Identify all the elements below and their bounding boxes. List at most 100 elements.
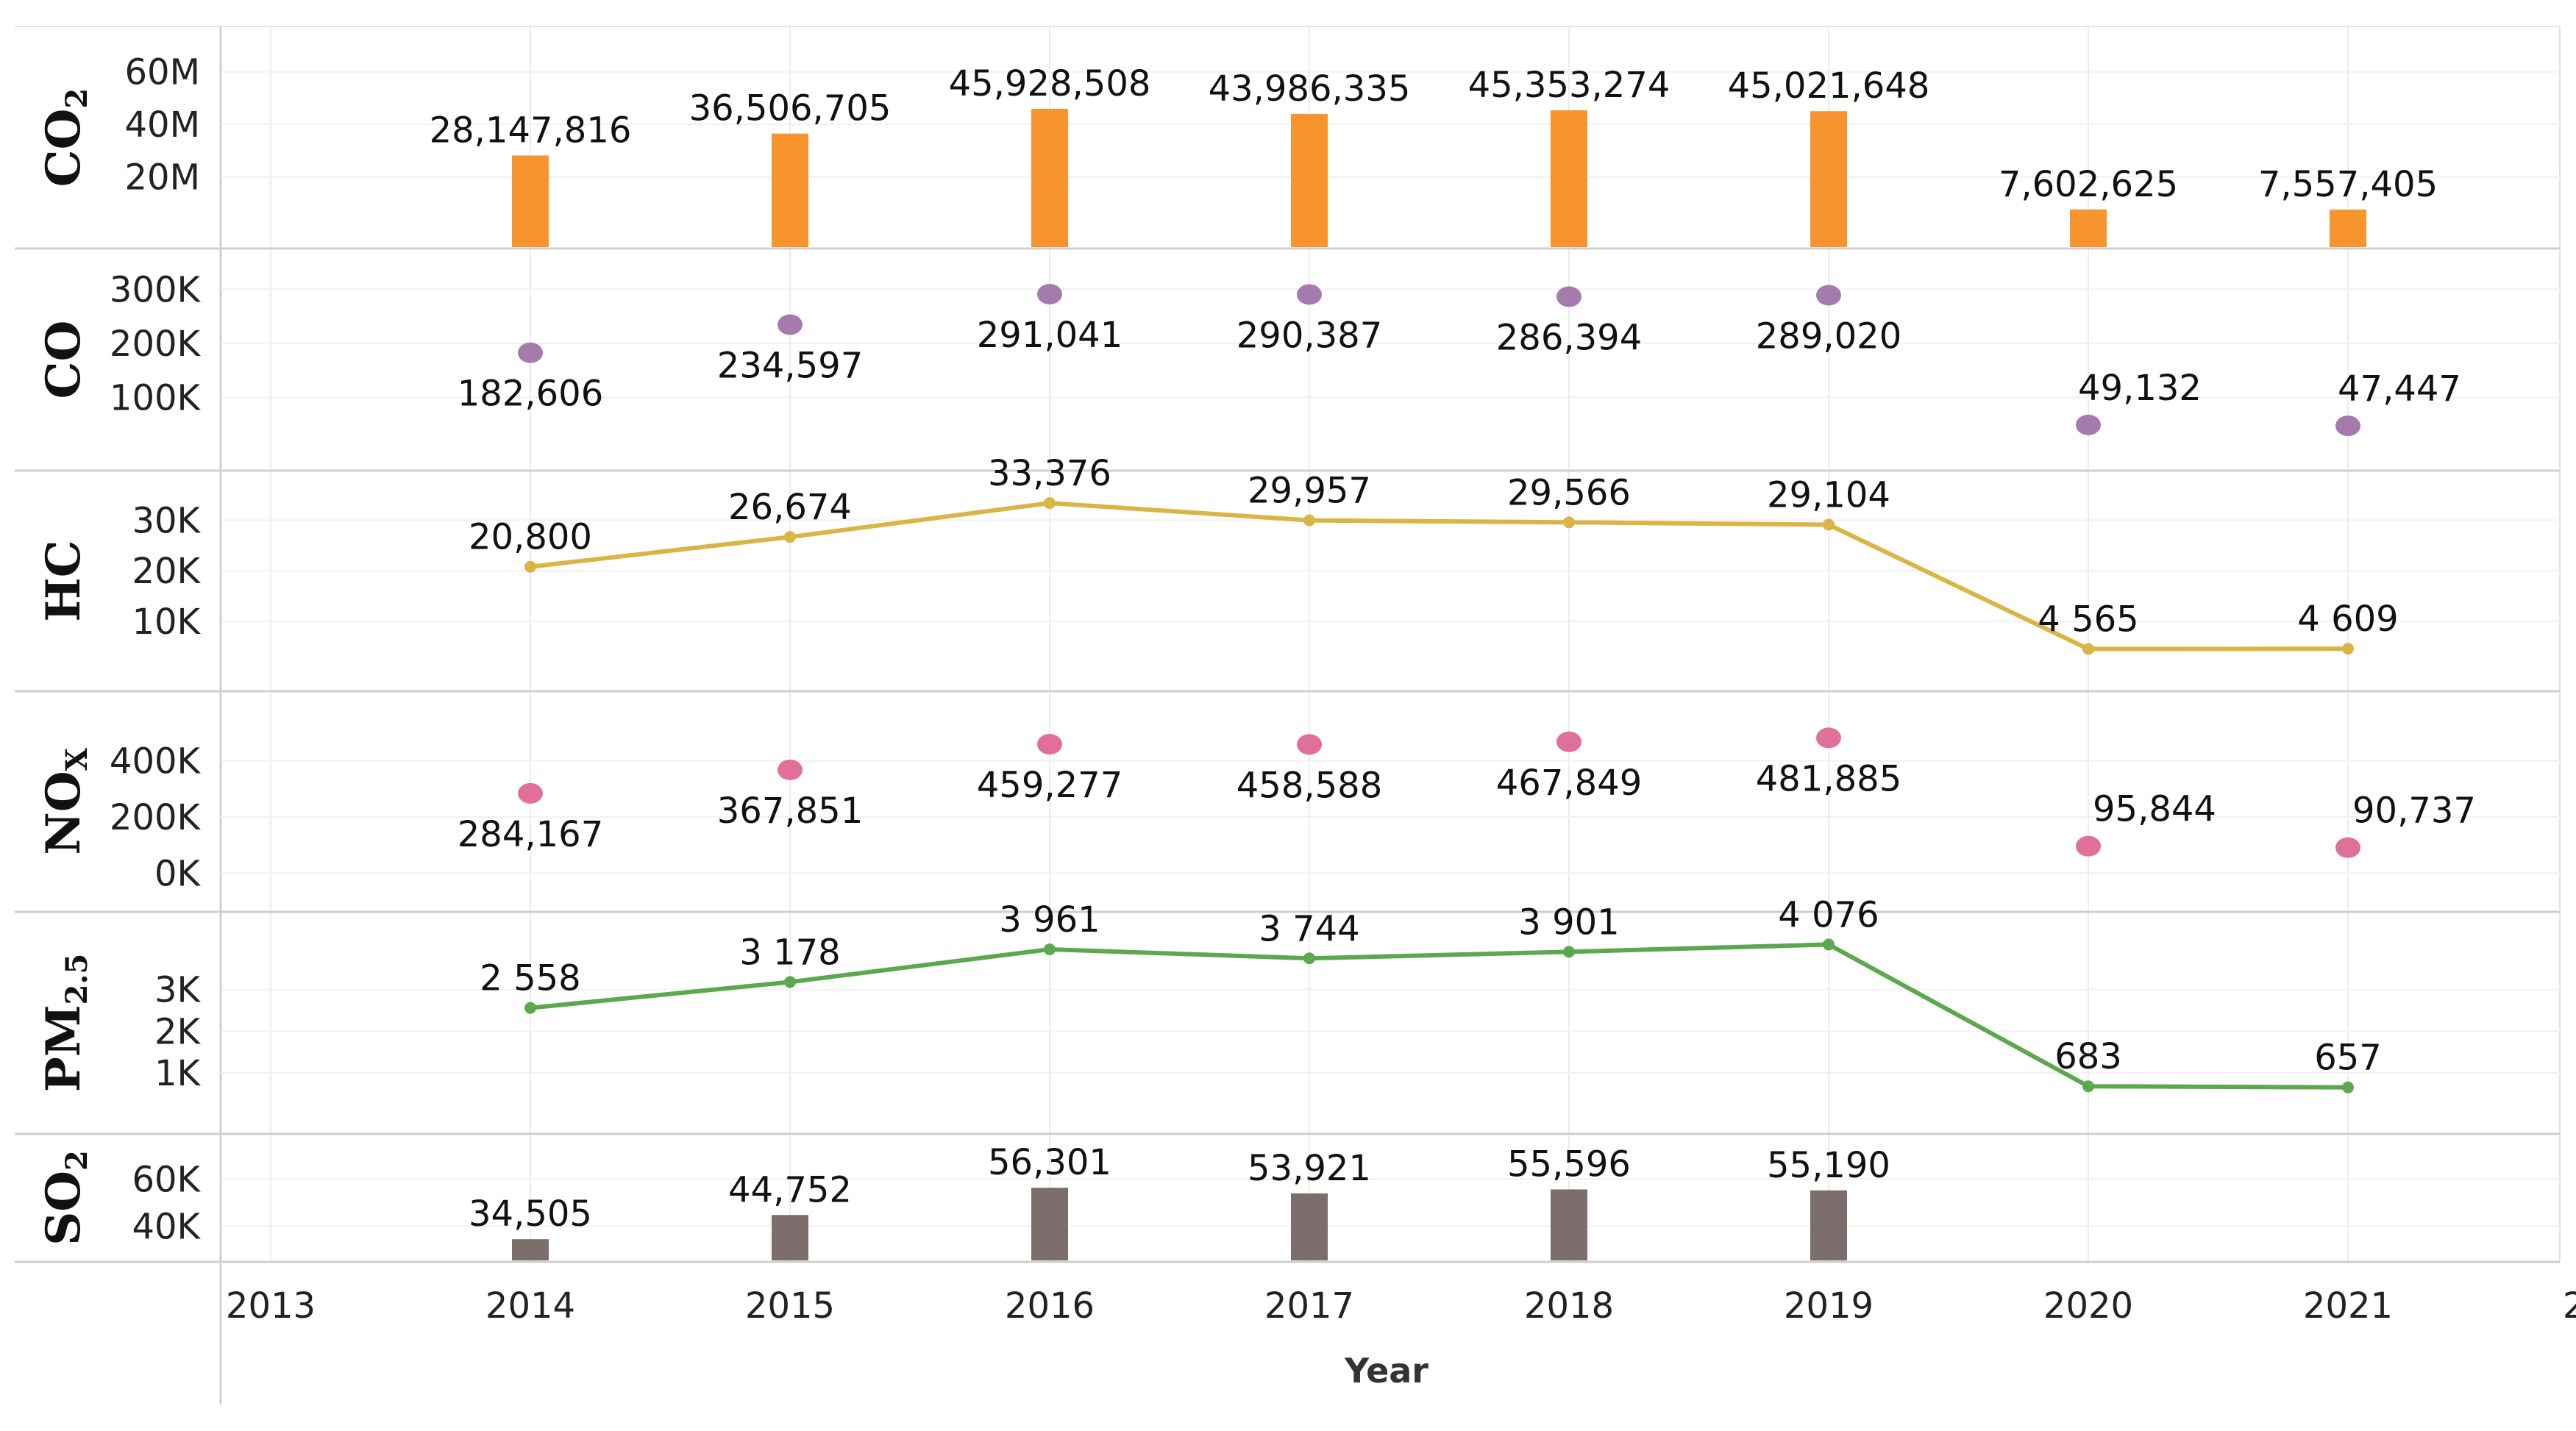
bar-co2-2016	[1031, 108, 1068, 247]
line-point-hc-2015	[784, 531, 796, 543]
line-point-hc-2018	[1563, 516, 1575, 529]
line-point-hc-2019	[1823, 518, 1835, 531]
scatter-point-co-2015	[778, 314, 803, 335]
data-label-co-2021: 47,447	[2338, 368, 2461, 410]
data-label-hc-2021: 4 609	[2297, 599, 2398, 640]
x-tick-2019: 2019	[1784, 1285, 1874, 1327]
line-point-pm25-2019	[1823, 938, 1835, 951]
data-label-co2-2016: 45,928,508	[949, 63, 1151, 104]
bar-so2-2019	[1810, 1190, 1847, 1260]
line-point-hc-2021	[2342, 643, 2354, 655]
data-label-so2-2017: 53,921	[1248, 1148, 1371, 1189]
y-tick-so2-1: 40K	[132, 1207, 201, 1248]
data-label-nox-2016: 459,277	[977, 765, 1123, 806]
bar-co2-2021	[2330, 210, 2366, 247]
data-label-co-2020: 49,132	[2078, 368, 2202, 409]
data-label-co-2017: 290,387	[1237, 315, 1383, 356]
data-label-so2-2015: 44,752	[728, 1169, 852, 1210]
scatter-point-nox-2021	[2335, 837, 2360, 858]
panel-label-hc: HC	[36, 540, 91, 621]
scatter-point-co-2017	[1297, 284, 1322, 305]
line-point-hc-2017	[1303, 514, 1315, 527]
data-label-nox-2019: 481,885	[1756, 758, 1902, 799]
data-label-co-2014: 182,606	[458, 374, 604, 415]
data-label-hc-2017: 29,957	[1248, 471, 1371, 512]
data-label-nox-2017: 458,588	[1237, 765, 1383, 806]
bar-co2-2014	[512, 155, 549, 247]
bar-so2-2018	[1551, 1189, 1587, 1260]
x-tick-2017: 2017	[1264, 1285, 1354, 1327]
y-tick-nox-2: 0K	[154, 853, 202, 894]
panel-label-pm25: PM2.5	[36, 954, 94, 1093]
bar-so2-2014	[512, 1239, 549, 1260]
data-label-pm25-2020: 683	[2054, 1036, 2122, 1077]
line-point-hc-2016	[1044, 497, 1056, 510]
y-tick-hc-1: 20K	[132, 551, 201, 592]
line-point-pm25-2016	[1044, 943, 1056, 955]
x-tick-2015: 2015	[745, 1285, 835, 1327]
scatter-point-nox-2014	[518, 782, 543, 804]
y-tick-co-0: 300K	[110, 269, 202, 310]
series-line-hc	[530, 501, 2349, 652]
bar-co2-2015	[772, 133, 808, 247]
data-label-nox-2015: 367,851	[717, 791, 864, 832]
data-label-hc-2016: 33,376	[988, 453, 1111, 494]
line-point-pm25-2014	[524, 1002, 536, 1014]
data-label-hc-2020: 4 565	[2038, 599, 2138, 640]
y-tick-hc-0: 30K	[132, 500, 201, 541]
y-tick-co2-1: 40M	[125, 104, 201, 146]
scatter-point-co-2021	[2335, 415, 2360, 437]
data-label-co2-2021: 7,557,405	[2258, 164, 2438, 205]
data-label-pm25-2016: 3 961	[999, 899, 1100, 941]
x-tick-2013: 2013	[226, 1285, 316, 1327]
y-tick-so2-0: 60K	[132, 1159, 201, 1200]
bar-so2-2017	[1291, 1193, 1328, 1260]
scatter-point-co-2016	[1037, 283, 1062, 304]
line-point-pm25-2017	[1303, 952, 1315, 965]
x-axis-title: Year	[1344, 1351, 1428, 1391]
data-label-pm25-2019: 4 076	[1778, 894, 1879, 935]
data-label-nox-2021: 90,737	[2352, 791, 2476, 832]
data-label-hc-2019: 29,104	[1767, 475, 1890, 516]
y-tick-nox-0: 400K	[110, 741, 202, 782]
data-label-co-2019: 289,020	[1756, 315, 1902, 357]
data-label-so2-2018: 55,596	[1507, 1143, 1631, 1185]
scatter-point-nox-2019	[1816, 727, 1841, 749]
data-label-co2-2015: 36,506,705	[689, 88, 892, 129]
data-label-hc-2018: 29,566	[1507, 472, 1631, 513]
x-tick-2014: 2014	[485, 1285, 575, 1327]
bar-so2-2015	[772, 1215, 808, 1260]
y-tick-nox-1: 200K	[110, 797, 202, 838]
line-point-pm25-2018	[1563, 946, 1575, 958]
line-point-hc-2014	[524, 560, 536, 573]
x-tick-2020: 2020	[2043, 1285, 2133, 1327]
data-label-pm25-2015: 3 178	[739, 932, 840, 973]
y-tick-pm25-2: 1K	[154, 1053, 202, 1094]
scatter-point-nox-2016	[1037, 734, 1062, 755]
data-label-co2-2014: 28,147,816	[430, 110, 632, 151]
data-label-co2-2020: 7,602,625	[1999, 164, 2178, 205]
scatter-point-co-2019	[1816, 285, 1841, 306]
panel-label-co: CO	[36, 321, 91, 399]
data-label-co-2016: 291,041	[977, 315, 1123, 356]
bar-co2-2020	[2070, 209, 2107, 247]
line-point-hc-2020	[2082, 643, 2094, 655]
scatter-point-co-2020	[2076, 414, 2101, 435]
x-tick-2016: 2016	[1005, 1285, 1095, 1327]
data-label-nox-2014: 284,167	[458, 814, 604, 855]
y-tick-co-1: 200K	[110, 324, 202, 365]
data-label-co-2015: 234,597	[717, 346, 864, 387]
line-point-pm25-2015	[784, 976, 796, 988]
data-label-co2-2019: 45,021,648	[1728, 65, 1930, 107]
data-label-nox-2018: 467,849	[1496, 763, 1643, 804]
data-label-pm25-2018: 3 901	[1518, 902, 1619, 943]
bar-co2-2018	[1551, 110, 1587, 247]
x-tick-2018: 2018	[1524, 1285, 1614, 1327]
series-line-pm25	[530, 942, 2349, 1090]
data-label-co2-2018: 45,353,274	[1468, 65, 1671, 106]
panel-label-so2: SO2	[36, 1150, 94, 1246]
y-tick-hc-2: 10K	[132, 602, 201, 643]
x-tick-2022: 2022	[2563, 1285, 2576, 1327]
panel-label-co2: CO2	[36, 88, 94, 188]
